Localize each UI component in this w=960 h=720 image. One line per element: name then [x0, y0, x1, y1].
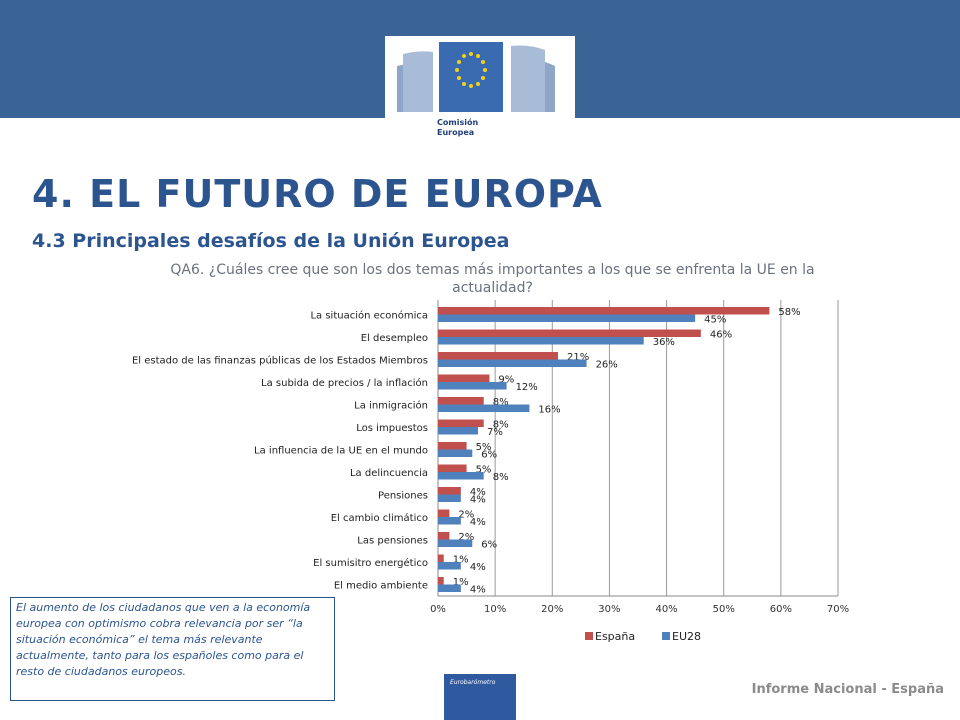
- data-label: 4%: [470, 562, 486, 573]
- data-label: 46%: [710, 330, 732, 341]
- x-tick-label: 0%: [430, 604, 446, 615]
- data-label: 5%: [476, 465, 492, 476]
- legend-swatch: [662, 632, 670, 640]
- data-label: 4%: [470, 585, 486, 596]
- data-label: 6%: [481, 450, 497, 461]
- data-label: 4%: [470, 495, 486, 506]
- eurobarometro-text: Eurobarómetro: [450, 679, 496, 686]
- eurobarometro-badge: Eurobarómetro: [444, 674, 516, 720]
- page-subtitle: 4.3 Principales desafíos de la Unión Eur…: [32, 230, 510, 252]
- bar-eu28: [438, 472, 484, 480]
- logo-text-line1: Comisión: [437, 118, 479, 127]
- legend-label: EU28: [672, 630, 701, 643]
- category-label: El sumisitro energético: [313, 557, 428, 569]
- data-label: 1%: [453, 555, 469, 566]
- bar-eu28: [438, 517, 461, 525]
- bar-españa: [438, 554, 444, 562]
- x-tick-label: 20%: [541, 604, 563, 615]
- category-label: Las pensiones: [357, 536, 428, 547]
- x-tick-label: 50%: [713, 604, 735, 615]
- x-tick-label: 70%: [827, 604, 849, 615]
- bar-eu28: [438, 314, 696, 322]
- category-label: La delincuencia: [350, 468, 428, 479]
- bar-españa: [438, 307, 770, 315]
- bar-españa: [438, 419, 484, 427]
- category-label: Pensiones: [378, 491, 428, 502]
- data-label: 2%: [458, 532, 474, 543]
- data-label: 1%: [453, 577, 469, 588]
- bar-españa: [438, 329, 701, 337]
- category-label: La situación económica: [310, 310, 428, 322]
- category-label: El medio ambiente: [334, 581, 428, 592]
- x-tick-label: 10%: [484, 604, 506, 615]
- bar-eu28: [438, 404, 530, 412]
- european-commission-logo: Comisión Europea: [385, 36, 575, 156]
- category-label: La subida de precios / la inflación: [261, 377, 428, 389]
- report-footer: Informe Nacional - España: [751, 682, 944, 697]
- legend-label: España: [595, 630, 635, 643]
- bar-eu28: [438, 539, 473, 547]
- data-label: 8%: [493, 472, 509, 483]
- chart-question: QA6. ¿Cuáles cree que son los dos temas …: [170, 262, 815, 296]
- data-label: 21%: [567, 352, 589, 363]
- data-label: 6%: [481, 540, 497, 551]
- data-label: 58%: [778, 307, 800, 318]
- bar-eu28: [438, 562, 461, 570]
- page-title: 4. EL FUTURO DE EUROPA: [32, 172, 603, 216]
- bar-eu28: [438, 584, 461, 592]
- category-label: El desempleo: [361, 333, 428, 344]
- data-label: 36%: [653, 337, 675, 348]
- data-label: 12%: [516, 382, 538, 393]
- bar-eu28: [438, 337, 644, 345]
- data-label: 16%: [538, 405, 560, 416]
- bar-españa: [438, 509, 450, 517]
- bar-españa: [438, 577, 444, 585]
- category-label: La inmigración: [354, 400, 428, 412]
- bar-españa: [438, 532, 450, 540]
- category-label: La influencia de la UE en el mundo: [254, 446, 428, 457]
- data-label: 4%: [470, 517, 486, 528]
- bar-españa: [438, 442, 467, 450]
- bar-españa: [438, 487, 461, 495]
- x-tick-label: 30%: [598, 604, 620, 615]
- bar-españa: [438, 397, 484, 405]
- data-label: 45%: [704, 315, 726, 326]
- data-label: 9%: [498, 375, 514, 386]
- bar-españa: [438, 352, 558, 360]
- category-label: El estado de las finanzas públicas de lo…: [132, 355, 428, 367]
- bar-eu28: [438, 427, 478, 435]
- data-label: 8%: [493, 420, 509, 431]
- legend-swatch: [585, 632, 593, 640]
- data-label: 2%: [458, 510, 474, 521]
- data-label: 26%: [596, 360, 618, 371]
- logo-text: Comisión Europea: [437, 118, 478, 138]
- bar-eu28: [438, 449, 473, 457]
- bar-eu28: [438, 382, 507, 390]
- data-label: 5%: [476, 442, 492, 453]
- summary-note: El aumento de los ciudadanos que ven a l…: [10, 597, 335, 701]
- bar-eu28: [438, 359, 587, 367]
- bar-españa: [438, 374, 490, 382]
- category-label: Los impuestos: [356, 423, 428, 434]
- berlaymont-building-icon: [397, 42, 555, 112]
- bar-eu28: [438, 494, 461, 502]
- logo-text-line2: Europea: [437, 128, 475, 137]
- category-label: El cambio climático: [331, 512, 428, 524]
- data-label: 4%: [470, 487, 486, 498]
- x-tick-label: 40%: [655, 604, 677, 615]
- bar-españa: [438, 464, 467, 472]
- data-label: 7%: [487, 427, 503, 438]
- data-label: 8%: [493, 397, 509, 408]
- x-tick-label: 60%: [770, 604, 792, 615]
